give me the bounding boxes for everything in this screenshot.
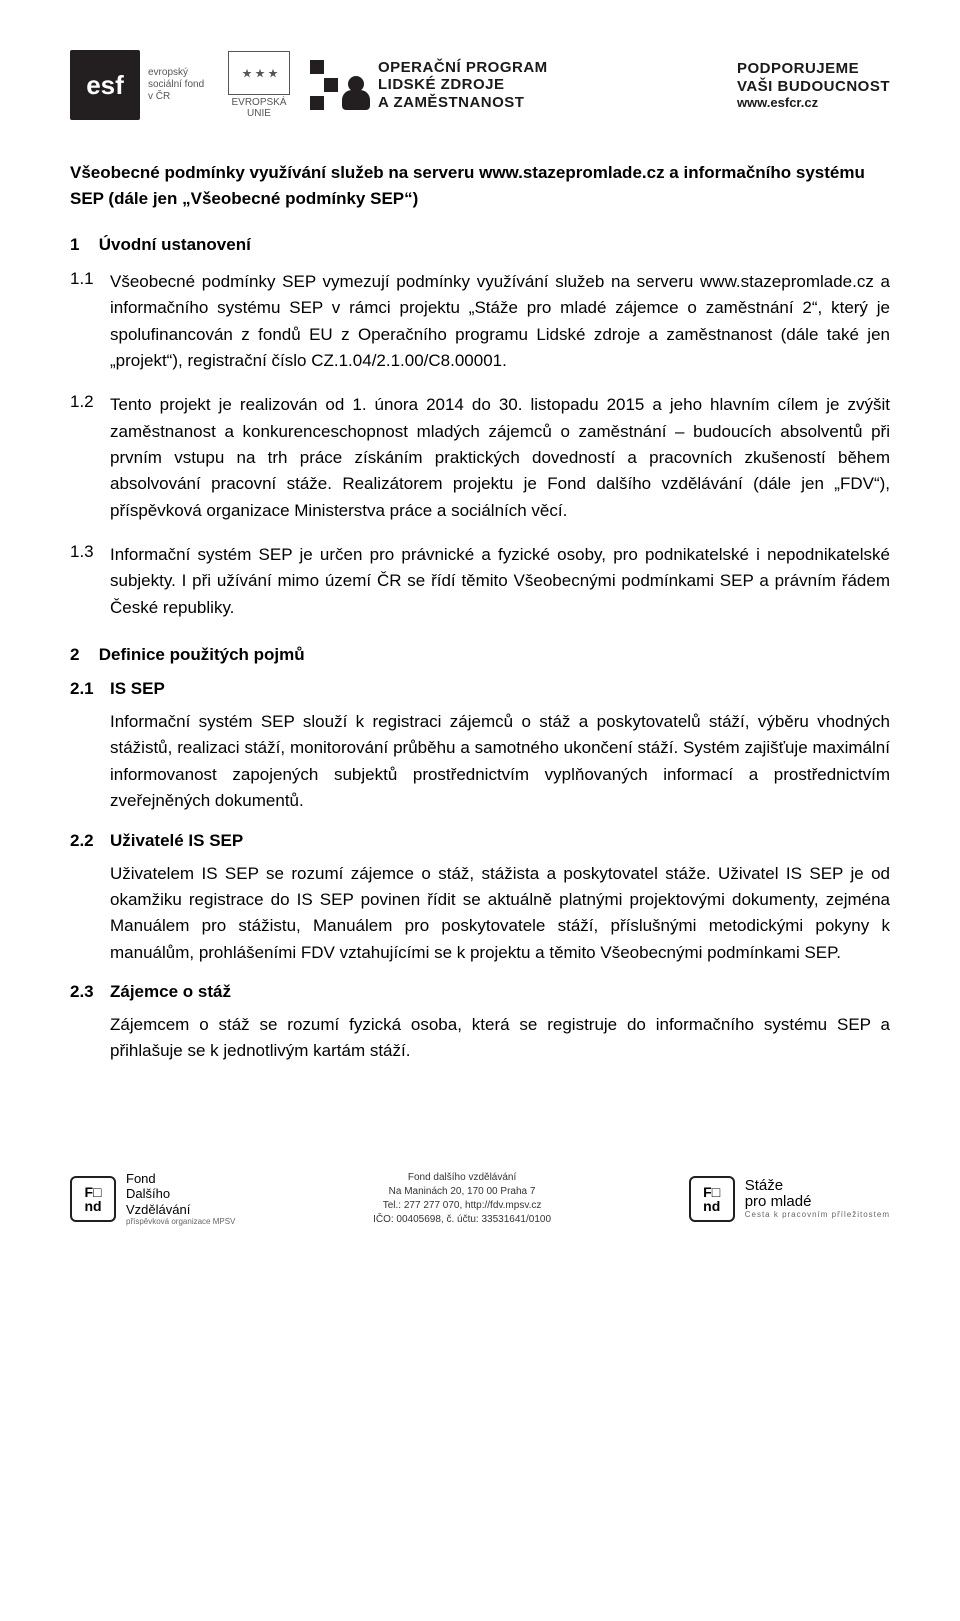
staze-logo-icon: F□nd: [689, 1176, 735, 1222]
staze-logo-text: Stáže pro mladé Cesta k pracovním přílež…: [745, 1178, 890, 1220]
section-2-heading: 2 Definice použitých pojmů: [70, 645, 890, 665]
header-logo-bar: esf evropský sociální fond v ČR ⋆⋆⋆ EVRO…: [70, 50, 890, 120]
para-1-3-num: 1.3: [70, 542, 110, 621]
footer-center-name: Fond dalšího vzdělávání: [373, 1171, 551, 1185]
fdv-logo-icon: F□nd: [70, 1176, 116, 1222]
section-2-title: Definice použitých pojmů: [99, 645, 305, 664]
eu-flag-icon: ⋆⋆⋆: [228, 51, 290, 95]
esf-label: evropský sociální fond v ČR: [148, 67, 208, 103]
support-block: PODPORUJEME VAŠI BUDOUCNOST www.esfcr.cz: [737, 60, 890, 110]
op-squares-icon: [310, 60, 338, 110]
para-1-3: 1.3 Informační systém SEP je určen pro p…: [70, 542, 890, 621]
section-2-num: 2: [70, 645, 94, 665]
sub-2-3-heading: 2.3 Zájemce o stáž: [70, 982, 890, 1002]
fdv-logo-text: Fond Dalšího Vzdělávání příspěvková orga…: [126, 1171, 235, 1227]
support-url: www.esfcr.cz: [737, 95, 890, 110]
para-1-2-text: Tento projekt je realizován od 1. února …: [110, 392, 890, 524]
staze-logo-block: F□nd Stáže pro mladé Cesta k pracovním p…: [689, 1176, 890, 1222]
support-line2: VAŠI BUDOUCNOST: [737, 78, 890, 95]
footer-center-ico: IČO: 00405698, č. účtu: 33531641/0100: [373, 1213, 551, 1227]
fdv-sub: příspěvková organizace MPSV: [126, 1217, 235, 1227]
esf-logo-icon: esf: [70, 50, 140, 120]
section-1-heading: 1 Úvodní ustanovení: [70, 235, 890, 255]
op-line2: LIDSKÉ ZDROJE: [378, 76, 548, 93]
op-line1: OPERAČNÍ PROGRAM: [378, 59, 548, 76]
op-person-icon: [342, 76, 370, 110]
sub-2-3-num: 2.3: [70, 982, 110, 1002]
staze-line1: Stáže: [745, 1178, 890, 1195]
footer-bar: F□nd Fond Dalšího Vzdělávání příspěvková…: [0, 1171, 960, 1257]
fdv-logo-block: F□nd Fond Dalšího Vzdělávání příspěvková…: [70, 1171, 235, 1227]
para-1-1: 1.1 Všeobecné podmínky SEP vymezují podm…: [70, 269, 890, 374]
para-1-2: 1.2 Tento projekt je realizován od 1. ún…: [70, 392, 890, 524]
document-title: Všeobecné podmínky využívání služeb na s…: [70, 160, 890, 211]
fdv-line3: Vzdělávání: [126, 1202, 235, 1218]
eu-logo-block: ⋆⋆⋆ EVROPSKÁ UNIE: [224, 51, 294, 119]
sub-2-3-title: Zájemce o stáž: [110, 982, 231, 1002]
sub-2-2-text: Uživatelem IS SEP se rozumí zájemce o st…: [110, 861, 890, 966]
op-line3: A ZAMĚSTNANOST: [378, 94, 548, 111]
support-line1: PODPORUJEME: [737, 60, 890, 77]
sub-2-3-text: Zájemcem o stáž se rozumí fyzická osoba,…: [110, 1012, 890, 1065]
footer-center-tel: Tel.: 277 277 070, http://fdv.mpsv.cz: [373, 1199, 551, 1213]
sub-2-1-heading: 2.1 IS SEP: [70, 679, 890, 699]
para-1-1-num: 1.1: [70, 269, 110, 374]
sub-2-2-title: Uživatelé IS SEP: [110, 831, 243, 851]
esf-logo-block: esf evropský sociální fond v ČR: [70, 50, 208, 120]
sub-2-1-num: 2.1: [70, 679, 110, 699]
op-program-label: OPERAČNÍ PROGRAM LIDSKÉ ZDROJE A ZAMĚSTN…: [378, 59, 548, 111]
sub-2-1-text: Informační systém SEP slouží k registrac…: [110, 709, 890, 814]
footer-center-info: Fond dalšího vzdělávání Na Maninách 20, …: [373, 1171, 551, 1227]
para-1-2-num: 1.2: [70, 392, 110, 524]
fdv-line2: Dalšího: [126, 1186, 235, 1202]
section-1-title: Úvodní ustanovení: [99, 235, 251, 254]
sub-2-2-num: 2.2: [70, 831, 110, 851]
footer-center-addr: Na Maninách 20, 170 00 Praha 7: [373, 1185, 551, 1199]
sub-2-1-title: IS SEP: [110, 679, 165, 699]
eu-label: EVROPSKÁ UNIE: [224, 97, 294, 119]
para-1-3-text: Informační systém SEP je určen pro právn…: [110, 542, 890, 621]
staze-line2: pro mladé: [745, 1194, 890, 1211]
sub-2-2-heading: 2.2 Uživatelé IS SEP: [70, 831, 890, 851]
staze-sub: Cesta k pracovním příležitostem: [745, 1211, 890, 1220]
section-1-num: 1: [70, 235, 94, 255]
para-1-1-text: Všeobecné podmínky SEP vymezují podmínky…: [110, 269, 890, 374]
fdv-line1: Fond: [126, 1171, 235, 1187]
op-logo-block: OPERAČNÍ PROGRAM LIDSKÉ ZDROJE A ZAMĚSTN…: [310, 59, 548, 111]
